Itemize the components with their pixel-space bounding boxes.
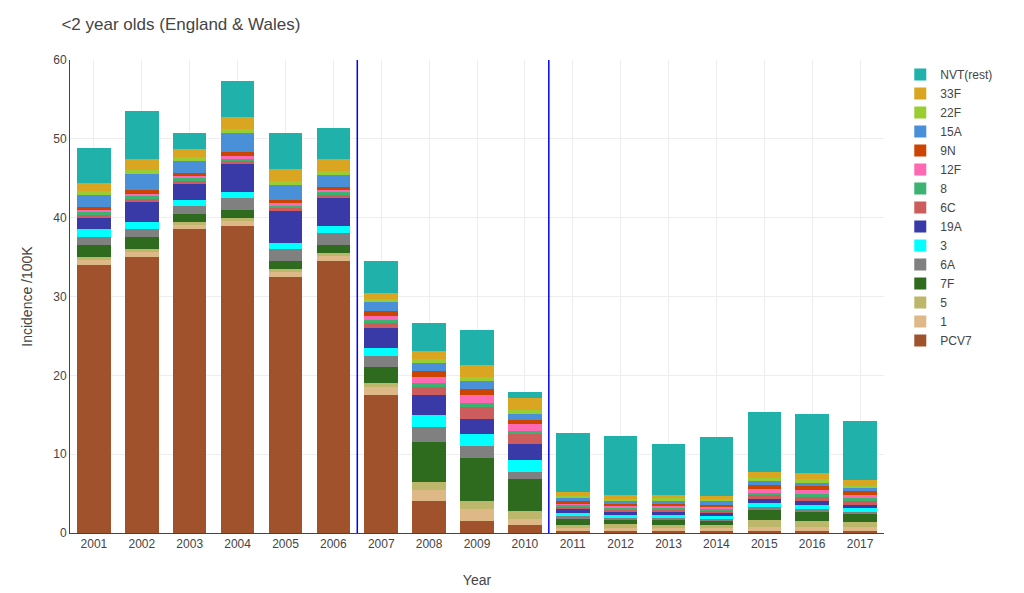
svg-text:10: 10 [53,447,67,461]
svg-text:60: 60 [53,53,67,67]
svg-text:<2 year olds (England & Wales): <2 year olds (England & Wales) [61,15,300,34]
svg-text:2001: 2001 [81,537,108,551]
svg-text:15A: 15A [940,125,961,139]
svg-text:2014: 2014 [703,537,730,551]
svg-text:2010: 2010 [512,537,539,551]
svg-text:5: 5 [940,296,947,310]
svg-text:6C: 6C [940,201,956,215]
svg-text:Incidence /100K: Incidence /100K [19,246,35,347]
svg-text:3: 3 [940,239,947,253]
svg-text:40: 40 [53,211,67,225]
svg-text:2012: 2012 [607,537,634,551]
svg-text:2004: 2004 [224,537,251,551]
svg-text:12F: 12F [940,163,961,177]
svg-text:2011: 2011 [560,537,586,551]
svg-text:7F: 7F [940,277,954,291]
svg-text:19A: 19A [940,220,961,234]
svg-text:30: 30 [53,290,67,304]
svg-text:33F: 33F [940,87,961,101]
svg-text:0: 0 [60,526,67,540]
svg-text:1: 1 [940,315,947,329]
svg-text:2005: 2005 [272,537,299,551]
svg-text:8: 8 [940,182,947,196]
svg-text:PCV7: PCV7 [940,334,972,348]
svg-text:2009: 2009 [464,537,491,551]
svg-text:2003: 2003 [176,537,203,551]
svg-text:NVT(rest): NVT(rest) [940,68,992,82]
svg-text:6A: 6A [940,258,955,272]
svg-text:Year: Year [463,572,492,588]
svg-text:2017: 2017 [847,537,874,551]
svg-text:9N: 9N [940,144,955,158]
svg-text:2013: 2013 [655,537,682,551]
svg-text:2006: 2006 [320,537,347,551]
svg-text:2008: 2008 [416,537,443,551]
svg-text:2015: 2015 [751,537,778,551]
svg-text:20: 20 [53,369,67,383]
svg-text:2002: 2002 [128,537,155,551]
svg-text:50: 50 [53,132,67,146]
svg-text:2007: 2007 [368,537,395,551]
svg-text:2016: 2016 [799,537,826,551]
svg-text:22F: 22F [940,106,961,120]
